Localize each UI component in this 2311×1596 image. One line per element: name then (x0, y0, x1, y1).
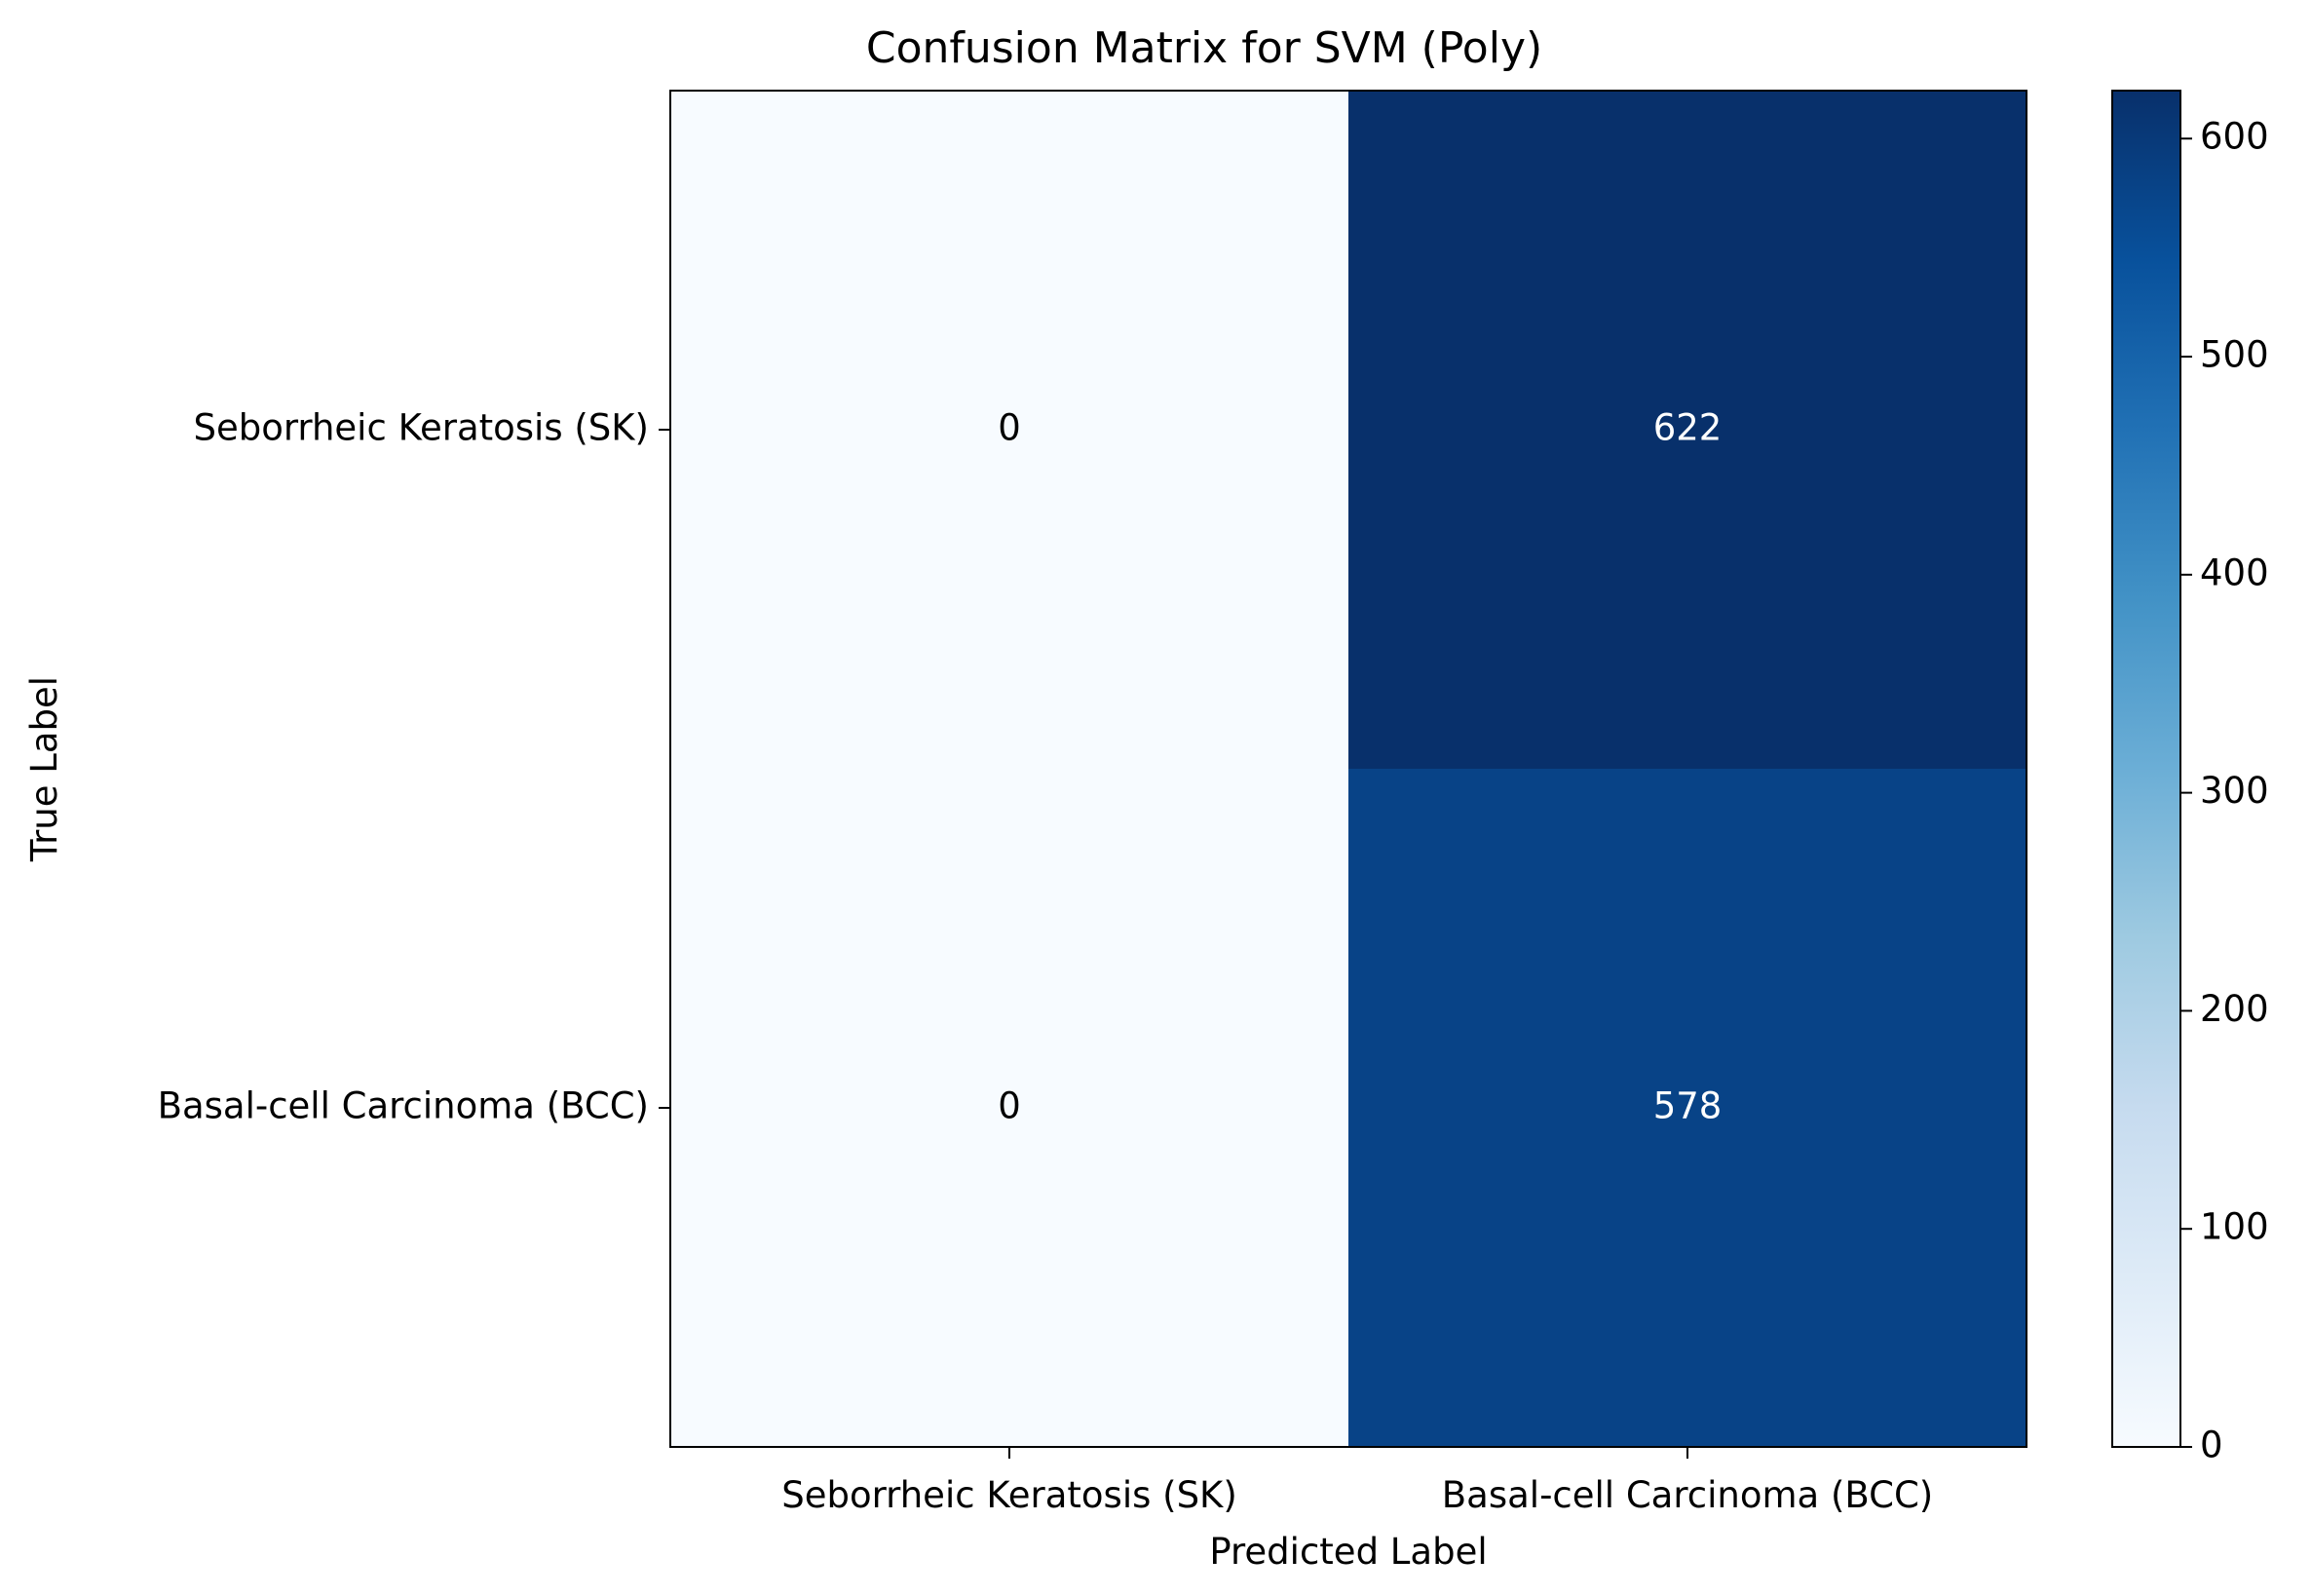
x-tick-label: Seborrheic Keratosis (SK) (781, 1474, 1237, 1516)
colorbar: 0 100 200 300 400 500 600 (2111, 90, 2269, 1466)
y-tick-label: Basal-cell Carcinoma (BCC) (158, 1085, 649, 1127)
cell-value-label: 622 (1653, 407, 1723, 449)
colorbar-tick-label: 300 (2200, 770, 2269, 812)
cell-value-label: 0 (998, 1085, 1021, 1127)
y-axis-label: True Label (23, 676, 65, 862)
colorbar-tick-label: 200 (2200, 988, 2269, 1030)
colorbar-tick-label: 100 (2200, 1206, 2269, 1248)
colorbar-tick-label: 500 (2200, 334, 2269, 376)
chart-title: Confusion Matrix for SVM (Poly) (866, 23, 1542, 73)
cell-value-label: 578 (1653, 1085, 1723, 1127)
heatmap-cells (670, 91, 2027, 1447)
heatmap-cell (1348, 769, 2027, 1447)
y-axis: Seborrheic Keratosis (SK) Basal-cell Carc… (158, 407, 670, 1127)
x-tick-label: Basal-cell Carcinoma (BCC) (1442, 1474, 1933, 1516)
x-axis-label: Predicted Label (1209, 1531, 1487, 1573)
colorbar-gradient (2111, 90, 2181, 1448)
heatmap-cell (1348, 91, 2027, 769)
cell-value-label: 0 (998, 407, 1021, 449)
colorbar-tick-label: 0 (2200, 1425, 2223, 1466)
heatmap-cell (670, 769, 1348, 1447)
y-tick-label: Seborrheic Keratosis (SK) (193, 407, 649, 449)
heatmap-cell (670, 91, 1348, 769)
colorbar-tick-label: 400 (2200, 551, 2269, 593)
plot-frame (669, 90, 2027, 1448)
colorbar-tick-label: 600 (2200, 116, 2269, 158)
cell-value-labels: 0 622 0 578 (998, 407, 1722, 1127)
x-axis: Seborrheic Keratosis (SK) Basal-cell Carc… (781, 1447, 1933, 1516)
